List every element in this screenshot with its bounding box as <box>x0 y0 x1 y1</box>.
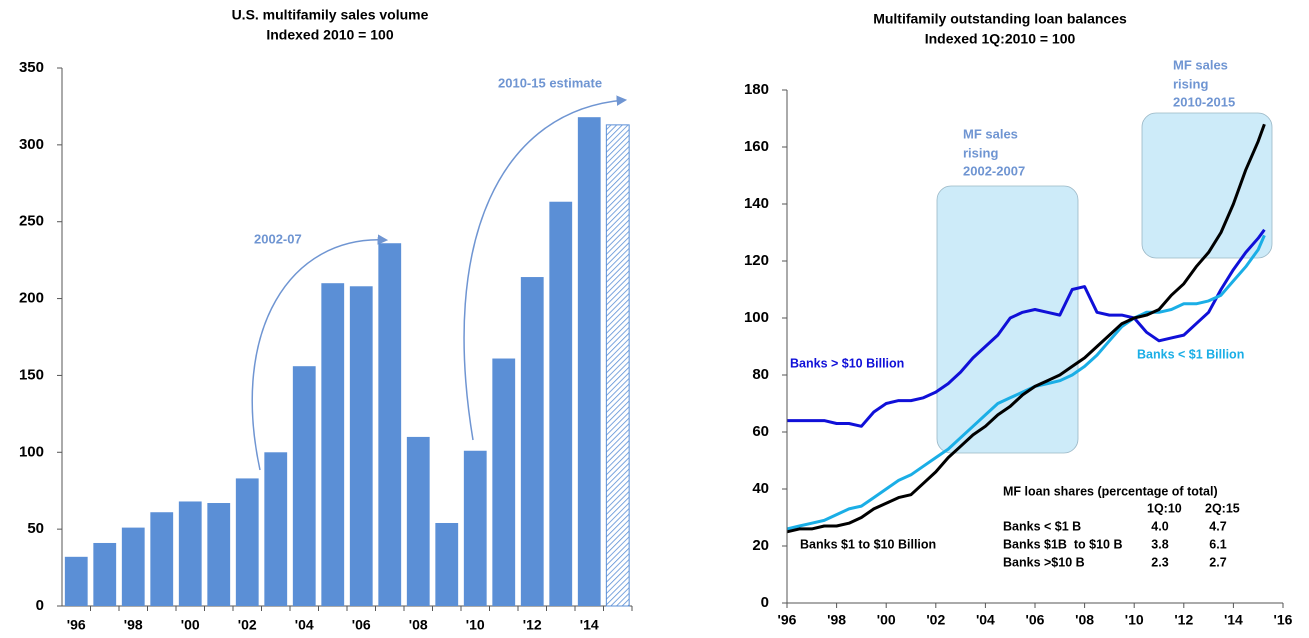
y-tick-label: 0 <box>36 597 44 614</box>
x-tick-label: '98 <box>827 612 846 628</box>
series-label: Banks < $1 Billion <box>1137 347 1244 361</box>
x-tick-label: '06 <box>1026 612 1045 628</box>
table-cell: Banks >$10 B <box>1003 555 1085 569</box>
y-tick-label: 100 <box>19 443 44 460</box>
y-tick-label: 150 <box>19 366 44 383</box>
series-label: Banks $1 to $10 Billion <box>800 537 936 551</box>
x-tick-label: '16 <box>1274 612 1293 628</box>
annotation: rising <box>963 145 998 160</box>
y-tick-label: 100 <box>744 309 769 326</box>
x-tick-label: '98 <box>124 617 143 633</box>
plot <box>786 123 1266 534</box>
annotation: 2002-07 <box>254 231 302 246</box>
y-tick-label: 300 <box>19 136 44 153</box>
y-tick-label: 0 <box>761 594 769 611</box>
highlight-box <box>1141 112 1273 259</box>
y-tick-label: 200 <box>19 290 44 307</box>
chart-title: Multifamily outstanding loan balances <box>873 11 1127 27</box>
line-series <box>787 228 1266 428</box>
x-tick-label: '96 <box>778 612 797 628</box>
bar <box>378 243 402 606</box>
table-title: MF loan shares (percentage of total) <box>1003 484 1218 498</box>
x-tick-label: '04 <box>976 612 995 628</box>
bar <box>150 512 174 606</box>
bar <box>264 452 288 606</box>
table-cell: Banks $1B to $10 B <box>1003 537 1123 551</box>
x-tick-label: '08 <box>409 617 428 633</box>
y-tick-label: 120 <box>744 252 769 269</box>
annotation: MF sales <box>963 126 1018 141</box>
chart-subtitle: Indexed 2010 = 100 <box>266 27 393 43</box>
y-tick-label: 160 <box>744 138 769 155</box>
arrow <box>251 234 389 471</box>
x-tick-label: '10 <box>1125 612 1144 628</box>
annotation: 2010-2015 <box>1173 94 1235 109</box>
x-tick-label: '14 <box>1224 612 1243 628</box>
y-tick-label: 350 <box>19 59 44 76</box>
x-tick-label: '12 <box>523 617 542 633</box>
bar <box>121 527 145 606</box>
table-cell: Banks < $1 B <box>1003 519 1081 533</box>
bar <box>93 542 117 606</box>
table-cell: 2.3 <box>1151 555 1168 569</box>
y-tick-label: 60 <box>752 423 769 440</box>
bar <box>435 522 459 606</box>
y-tick-label: 80 <box>752 366 769 383</box>
bar <box>520 277 544 606</box>
table-header: 1Q:10 <box>1147 501 1182 515</box>
table-header: 2Q:15 <box>1205 501 1240 515</box>
y-tick-label: 50 <box>27 520 44 537</box>
bar <box>549 201 573 606</box>
x-tick-label: '06 <box>352 617 371 633</box>
bar <box>292 366 316 606</box>
bar <box>321 283 345 606</box>
y-tick-label: 180 <box>744 81 769 98</box>
y-tick-label: 20 <box>752 537 769 554</box>
x-tick-label: '00 <box>181 617 200 633</box>
bar <box>207 503 231 606</box>
chart-title: U.S. multifamily sales volume <box>232 7 429 23</box>
bar <box>178 501 202 606</box>
annotation: MF sales <box>1173 57 1228 72</box>
table-cell: 2.7 <box>1209 555 1226 569</box>
bar <box>492 358 516 606</box>
bar <box>349 286 373 606</box>
x-tick-label: '04 <box>295 617 314 633</box>
annotation: 2002-2007 <box>963 163 1025 178</box>
y-tick-label: 40 <box>752 480 769 497</box>
table-cell: 4.7 <box>1209 519 1226 533</box>
x-tick-label: '02 <box>238 617 257 633</box>
table-cell: 3.8 <box>1151 537 1168 551</box>
arrow <box>463 95 628 441</box>
table-cell: 6.1 <box>1209 537 1226 551</box>
table-cell: 4.0 <box>1151 519 1168 533</box>
line-series <box>786 123 1266 534</box>
annotation: 2010-15 estimate <box>498 75 602 90</box>
bar <box>406 436 430 606</box>
x-tick-label: '96 <box>67 617 86 633</box>
x-tick-label: '14 <box>580 617 599 633</box>
bar <box>64 556 88 606</box>
series-label: Banks > $10 Billion <box>790 356 904 370</box>
bar <box>577 117 601 606</box>
bar <box>235 478 259 606</box>
chart-subtitle: Indexed 1Q:2010 = 100 <box>925 31 1076 47</box>
y-tick-label: 140 <box>744 195 769 212</box>
x-tick-label: '10 <box>466 617 485 633</box>
x-tick-label: '00 <box>877 612 896 628</box>
x-tick-label: '12 <box>1174 612 1193 628</box>
bar <box>605 124 630 607</box>
x-tick-label: '02 <box>926 612 945 628</box>
x-tick-label: '08 <box>1075 612 1094 628</box>
bar <box>463 450 487 606</box>
y-tick-label: 250 <box>19 213 44 230</box>
annotation: rising <box>1173 76 1208 91</box>
